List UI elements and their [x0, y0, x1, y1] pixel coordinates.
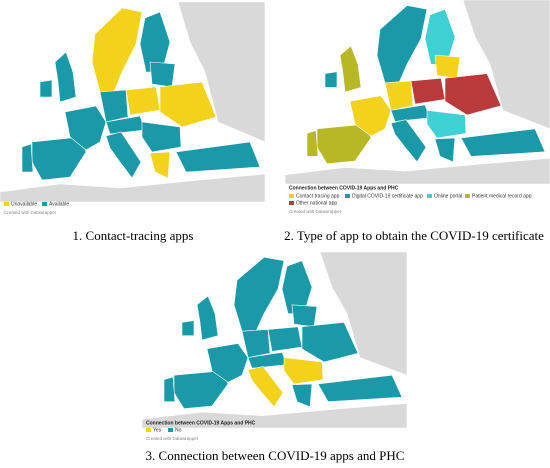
- legend-swatch: [289, 201, 294, 205]
- map-panel: Connection between COVID-19 Apps and PHC…: [284, 0, 550, 214]
- legend-label: Digital COVID-19 certificate app: [352, 193, 423, 199]
- legend-label: Unavailable: [11, 201, 37, 207]
- map-panel: Connection between COVID-19 Apps and PHC…: [141, 251, 408, 441]
- legend-label: Yes: [153, 427, 162, 433]
- legend-swatch: [289, 194, 294, 198]
- legend-swatch: [42, 202, 47, 206]
- map: [0, 1, 266, 203]
- legend-label: Online portal: [434, 193, 462, 199]
- caption: 1. Contact-tracing apps: [73, 228, 194, 243]
- credit: Created with Datawrapper: [146, 436, 199, 441]
- legend-swatch: [427, 194, 432, 198]
- map: [141, 251, 408, 429]
- legend-swatch: [168, 428, 173, 432]
- legend-swatch: [4, 202, 9, 206]
- legend-label: Available: [49, 201, 69, 207]
- legend-swatch: [146, 428, 151, 432]
- legend-swatch: [465, 194, 470, 198]
- legend-label: Contact tracing app: [296, 193, 340, 199]
- caption: 2. Type of app to obtain the COVID-19 ce…: [284, 228, 544, 243]
- caption: 3. Connection between COVID-19 apps and …: [146, 448, 405, 463]
- legend-label: Patient medical record app: [472, 193, 532, 199]
- legend-label: No: [175, 427, 182, 433]
- credit: Created with Datawrapper: [289, 209, 342, 214]
- legend-title: Connection between COVID-19 Apps and PHC: [146, 420, 256, 426]
- map-panel: Unavailable Available Created with Dataw…: [0, 1, 266, 215]
- legend-label: Other national app: [296, 200, 337, 206]
- legend-title: Connection between COVID-19 Apps and PHC: [289, 185, 399, 191]
- map: [284, 0, 550, 185]
- credit: Created with Datawrapper: [4, 210, 57, 215]
- legend-swatch: [345, 194, 350, 198]
